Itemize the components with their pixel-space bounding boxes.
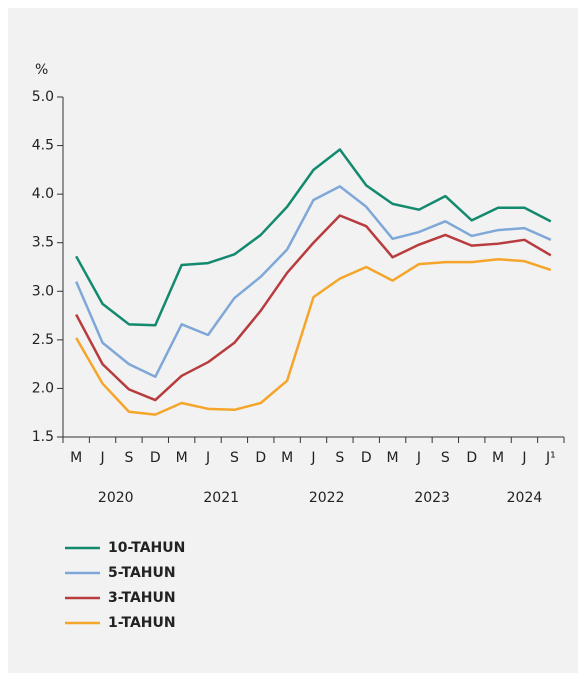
y-tick-label: 3.0	[32, 283, 54, 299]
x-tick-label: D	[255, 450, 266, 466]
y-axis-label: %	[35, 62, 48, 78]
x-tick-label: J	[205, 450, 210, 466]
x-tick-label: D	[150, 450, 161, 466]
x-tick-label: M	[387, 450, 399, 466]
series-line	[75, 214, 552, 402]
y-tick-label: 4.0	[32, 186, 54, 202]
x-tick-label: M	[176, 450, 188, 466]
series-line	[75, 257, 552, 416]
x-tick-label: M	[492, 450, 504, 466]
y-tick-label: 4.5	[32, 138, 54, 154]
x-tick-label: S	[335, 450, 344, 466]
series-line	[75, 185, 552, 379]
legend-label: 3-TAHUN	[108, 590, 176, 606]
x-tick-label: J	[416, 450, 421, 466]
series-line	[75, 148, 552, 327]
legend-label: 10-TAHUN	[108, 540, 185, 556]
x-tick-label: D	[361, 450, 372, 466]
x-tick-label: M	[281, 450, 293, 466]
x-tick-label: D	[466, 450, 477, 466]
x-tick-label: S	[441, 450, 450, 466]
panel	[8, 8, 578, 673]
legend-label: 1-TAHUN	[108, 615, 176, 631]
year-label: 2023	[414, 490, 450, 506]
year-label: 2021	[203, 490, 239, 506]
x-tick-label: S	[230, 450, 239, 466]
year-label: 2020	[98, 490, 134, 506]
x-tick-label: J	[310, 450, 315, 466]
x-tick-label: J¹	[545, 450, 556, 466]
x-tick-label: S	[124, 450, 133, 466]
year-label: 2022	[309, 490, 345, 506]
x-tick-label: M	[70, 450, 82, 466]
y-tick-label: 1.5	[32, 429, 54, 445]
y-tick-label: 3.5	[32, 235, 54, 251]
x-tick-label: J	[99, 450, 104, 466]
y-tick-label: 2.0	[32, 380, 54, 396]
y-tick-label: 5.0	[32, 89, 54, 105]
y-tick-label: 2.5	[32, 332, 54, 348]
year-label: 2024	[507, 490, 543, 506]
x-tick-label: J	[521, 450, 526, 466]
legend-label: 5-TAHUN	[108, 565, 176, 581]
